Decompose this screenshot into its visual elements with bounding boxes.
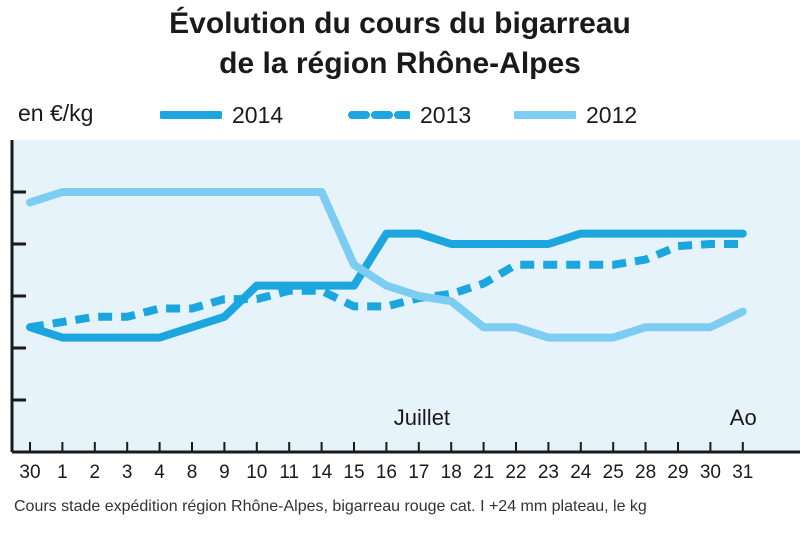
x-tick-label-14: 21 (473, 462, 494, 483)
x-tick-label-5: 8 (187, 462, 198, 483)
legend-label-2012: 2012 (586, 101, 638, 128)
legend-swatch-2014 (160, 111, 222, 119)
x-tick-label-6: 9 (219, 462, 230, 483)
legend-label-2014: 2014 (232, 101, 284, 128)
legend-swatch-2013 (348, 111, 410, 119)
x-tick-label-10: 15 (343, 462, 364, 483)
series-line-2013 (29, 240, 743, 332)
x-tick-label-12: 17 (408, 462, 429, 483)
chart-title: Évolution du cours du bigarreau de la ré… (0, 4, 800, 84)
x-tick-label-11: 16 (376, 462, 397, 483)
x-tick-label-20: 29 (667, 462, 688, 483)
x-tick-label-0: 30 (19, 462, 40, 483)
x-tick-label-19: 28 (635, 462, 656, 483)
series-line-2014 (26, 229, 747, 342)
x-tick-label-18: 25 (603, 462, 624, 483)
x-tick-label-3: 3 (122, 462, 133, 483)
chart-title-line-1: Évolution du cours du bigarreau (169, 7, 631, 40)
x-tick-label-7: 10 (246, 462, 267, 483)
x-tick-label-13: 18 (441, 462, 462, 483)
x-tick-label-2: 2 (90, 462, 101, 483)
x-tick-label-9: 14 (311, 462, 333, 483)
y-axis-unit-label: en €/kg (18, 100, 94, 126)
legend-label-2013: 2013 (420, 101, 472, 128)
month-annotation-1: Ao (730, 405, 757, 430)
month-annotation-0: Juillet (394, 405, 450, 430)
chart-title-line-2: de la région Rhône-Alpes (219, 47, 581, 80)
legend-item-2012: 2012 (514, 100, 637, 130)
legend-swatch-2012 (514, 111, 576, 119)
x-tick-label-22: 31 (732, 462, 753, 483)
x-tick-label-21: 30 (700, 462, 721, 483)
x-tick-label-17: 24 (570, 462, 592, 483)
x-tick-label-16: 23 (538, 462, 559, 483)
chart-footnote: Cours stade expédition région Rhône-Alpe… (14, 498, 647, 515)
x-tick-label-8: 11 (279, 462, 299, 483)
legend-item-2014: 2014 (160, 100, 283, 130)
series-line-2012 (26, 188, 747, 342)
x-tick-label-4: 4 (154, 462, 165, 483)
x-tick-label-1: 1 (57, 462, 68, 483)
legend-item-2013: 2013 (348, 100, 471, 130)
x-tick-label-15: 22 (505, 462, 526, 483)
